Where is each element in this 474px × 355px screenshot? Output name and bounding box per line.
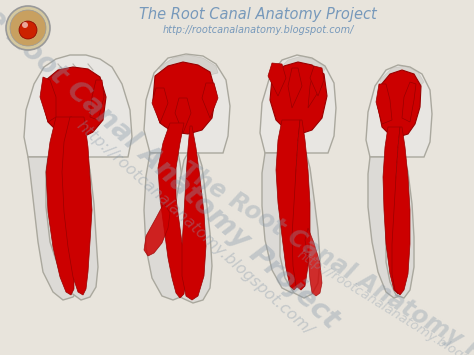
PathPatch shape <box>40 77 56 122</box>
Circle shape <box>10 10 46 46</box>
Text: The Root Canal Anatomy Project: The Root Canal Anatomy Project <box>0 0 345 334</box>
PathPatch shape <box>270 62 327 134</box>
PathPatch shape <box>392 127 410 295</box>
PathPatch shape <box>46 157 98 300</box>
PathPatch shape <box>378 70 421 137</box>
PathPatch shape <box>268 63 286 96</box>
PathPatch shape <box>368 157 408 298</box>
PathPatch shape <box>380 66 424 92</box>
PathPatch shape <box>260 55 336 153</box>
PathPatch shape <box>310 66 324 96</box>
PathPatch shape <box>46 117 74 295</box>
PathPatch shape <box>158 55 218 78</box>
PathPatch shape <box>152 88 168 123</box>
Circle shape <box>6 6 50 50</box>
PathPatch shape <box>24 55 132 157</box>
PathPatch shape <box>292 120 310 290</box>
Text: The Root Canal Anatomy Project: The Root Canal Anatomy Project <box>139 7 377 22</box>
PathPatch shape <box>386 157 414 298</box>
Text: The Root Canal Anatomy Project: The Root Canal Anatomy Project <box>176 158 474 355</box>
PathPatch shape <box>62 117 92 295</box>
PathPatch shape <box>144 203 170 256</box>
PathPatch shape <box>202 83 218 118</box>
PathPatch shape <box>182 126 206 300</box>
PathPatch shape <box>43 67 106 137</box>
PathPatch shape <box>305 228 322 296</box>
PathPatch shape <box>144 153 190 300</box>
PathPatch shape <box>170 153 212 303</box>
PathPatch shape <box>402 82 416 122</box>
PathPatch shape <box>175 98 191 133</box>
PathPatch shape <box>90 80 104 120</box>
PathPatch shape <box>153 62 216 134</box>
PathPatch shape <box>383 127 404 294</box>
PathPatch shape <box>158 123 186 298</box>
PathPatch shape <box>280 153 320 298</box>
PathPatch shape <box>68 157 78 207</box>
Text: http://rootcanalanatomy.blogspot.com/: http://rootcanalanatomy.blogspot.com/ <box>294 248 474 355</box>
PathPatch shape <box>366 65 432 157</box>
PathPatch shape <box>376 84 392 124</box>
PathPatch shape <box>308 68 322 108</box>
Text: http://rootcanalanatomy.blogspot.com/: http://rootcanalanatomy.blogspot.com/ <box>162 25 354 35</box>
PathPatch shape <box>288 68 302 108</box>
Circle shape <box>22 22 28 28</box>
PathPatch shape <box>275 56 326 80</box>
PathPatch shape <box>276 120 300 290</box>
PathPatch shape <box>144 54 230 153</box>
PathPatch shape <box>28 157 82 300</box>
PathPatch shape <box>262 153 307 293</box>
Text: http://rootcanalanatomy.blogspot.com/: http://rootcanalanatomy.blogspot.com/ <box>74 118 316 338</box>
Circle shape <box>19 21 37 39</box>
